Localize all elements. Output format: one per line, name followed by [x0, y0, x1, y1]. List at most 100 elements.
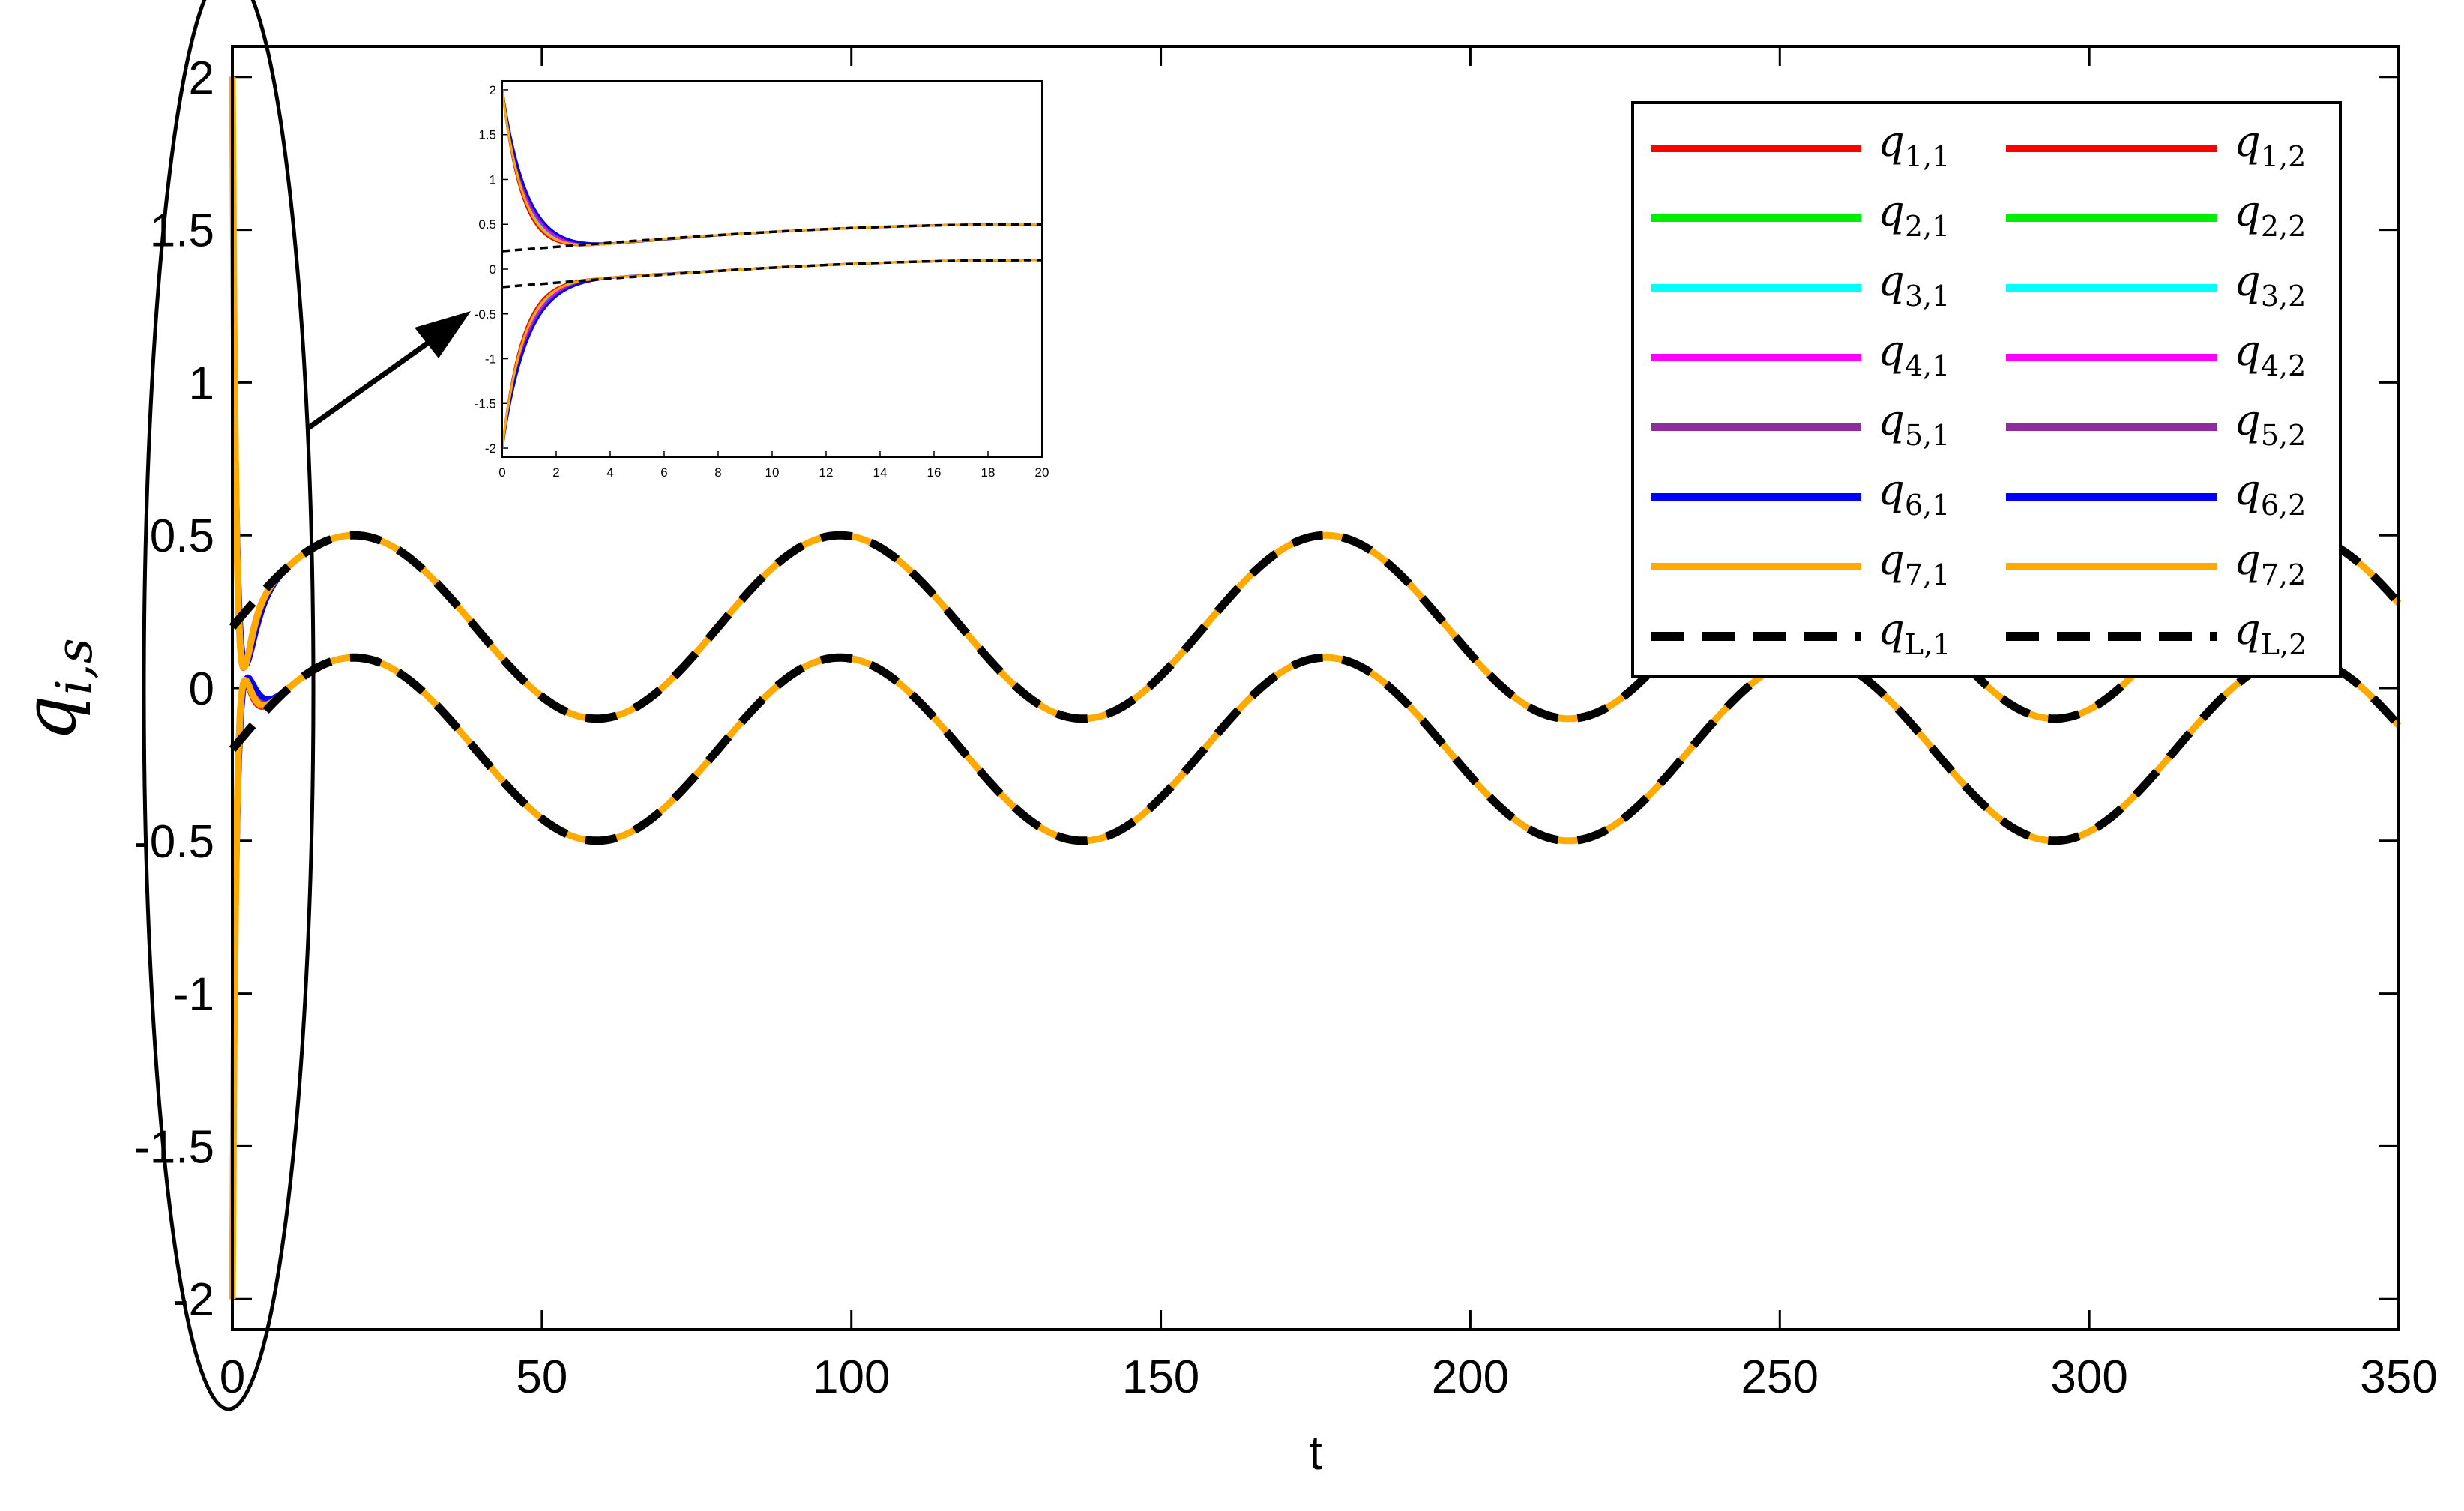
legend-label-sub: 1,1: [1905, 140, 1950, 173]
inset-x-tick-labels: 0 2 4 6 8 10 12 14 16 18 20: [498, 465, 1049, 480]
main-ticks: [231, 46, 2400, 1330]
inset-y-tick-labels: -2 -1.5 -1 -0.5 0 0.5 1 1.5 2: [475, 83, 496, 456]
legend-label-base: q: [1878, 536, 1905, 585]
y-tick-label: 1.5: [150, 205, 214, 257]
inset-y-tick-label: -1.5: [475, 396, 496, 411]
legend-label-base: q: [2234, 606, 2261, 654]
inset-x-tick-label: 20: [1035, 465, 1049, 480]
legend-label-base: q: [1878, 606, 1905, 654]
legend-label-sub: 4,1: [1905, 349, 1950, 382]
legend-label-base: q: [2234, 257, 2261, 306]
legend-label: q6,1: [1878, 466, 1950, 522]
inset-y-tick-label: -0.5: [475, 307, 496, 322]
legend: q1,1 q1,2q2,1 q2,2q3,1 q3,2q4,1 q4,2q5,1 q5,2…: [1631, 101, 2342, 678]
inset-y-tick-label: 0.5: [478, 217, 496, 232]
y-tick-label: 1: [189, 358, 214, 409]
inset-series-q-L-1: [501, 223, 1042, 253]
y-axis-label-sub: i,s: [46, 638, 103, 695]
inset-y-tick-label: 2: [490, 83, 496, 97]
inset-frame: [501, 80, 1043, 458]
legend-label-base: q: [2234, 536, 2261, 585]
y-tick-label: 0: [189, 663, 214, 715]
legend-label-base: q: [1878, 118, 1905, 166]
svg-text:qi,s: qi,s: [8, 638, 103, 741]
series-q-L-1: [229, 531, 2403, 723]
legend-label-sub: 4,2: [2261, 349, 2306, 382]
x-tick-labels: 0 50 100 150 200 250 300 350: [220, 1351, 2438, 1403]
inset-x-tick-label: 14: [873, 465, 888, 480]
inset-series-lines: [501, 89, 1042, 449]
x-tick-label: 100: [813, 1351, 890, 1403]
legend-label-base: q: [1878, 396, 1905, 445]
x-tick-label: 350: [2360, 1351, 2437, 1403]
legend-label-base: q: [2234, 118, 2261, 166]
legend-label-sub: 3,2: [2261, 280, 2306, 313]
legend-label-sub: 1,2: [2261, 140, 2306, 173]
y-tick-label: 0.5: [150, 510, 214, 562]
legend-label-sub: L,1: [1905, 628, 1951, 661]
inset-x-tick-label: 2: [552, 465, 559, 480]
legend-label: q5,2: [2234, 396, 2306, 452]
inset-x-tick-label: 16: [927, 465, 942, 480]
legend-label: q6,2: [2234, 466, 2306, 522]
legend-label-sub: L,2: [2261, 628, 2307, 661]
inset-x-tick-label: 12: [819, 465, 834, 480]
legend-label-base: q: [2234, 187, 2261, 236]
x-tick-label: 150: [1122, 1351, 1199, 1403]
legend-label: q1,2: [2234, 118, 2306, 173]
inset-plot: 0 2 4 6 8 10 12 14 16 18 20 -2 -1.5 -1 -0.5 0 0.5 1 1.5 2: [475, 75, 1049, 480]
legend-label-sub: 3,1: [1905, 280, 1950, 313]
y-axis-label: qi,s: [8, 638, 103, 741]
legend-label-sub: 2,1: [1905, 210, 1950, 243]
legend-label-base: q: [2234, 466, 2261, 515]
legend-label-sub: 7,1: [1905, 558, 1950, 591]
x-tick-label: 200: [1432, 1351, 1509, 1403]
legend-label: q4,2: [2234, 327, 2306, 382]
legend-label: q5,1: [1878, 396, 1950, 452]
series-lines: [229, 76, 2403, 1300]
legend-box: [1631, 101, 2342, 678]
inset-plot-area: [501, 80, 1043, 458]
inset-x-tick-label: 18: [981, 465, 995, 480]
zoom-arrow-shaft: [305, 341, 430, 431]
inset-x-tick-label: 0: [498, 465, 505, 480]
zoom-region-ellipse: [142, 0, 316, 1411]
x-tick-label: 250: [1741, 1351, 1819, 1403]
inset-y-tick-label: 1: [490, 172, 496, 187]
y-tick-label: -1.5: [134, 1121, 214, 1173]
inset-y-tick-label: -2: [485, 441, 496, 456]
legend-label-sub: 2,2: [2261, 210, 2306, 243]
legend-label-base: q: [2234, 327, 2261, 376]
inset-x-tick-label: 6: [660, 465, 667, 480]
legend-label-sub: 6,1: [1905, 489, 1950, 522]
legend-label-sub: 5,1: [1905, 419, 1950, 452]
x-tick-label: 0: [220, 1351, 245, 1403]
y-tick-label: -1: [173, 969, 214, 1021]
legend-label: qL,2: [2234, 606, 2307, 661]
legend-label-sub: 5,2: [2261, 419, 2306, 452]
legend-label-base: q: [1878, 327, 1905, 376]
x-tick-label: 50: [516, 1351, 567, 1403]
legend-label-sub: 6,2: [2261, 489, 2306, 522]
y-tick-labels: -2-1.5-1-0.500.511.52: [134, 52, 214, 1326]
legend-label: q3,2: [2234, 257, 2306, 313]
legend-label: qL,1: [1878, 606, 1951, 661]
x-tick-label: 300: [2050, 1351, 2127, 1403]
legend-label-base: q: [1878, 466, 1905, 515]
inset-y-tick-label: 0: [490, 262, 496, 277]
legend-label: q7,2: [2234, 536, 2306, 591]
inset-x-tick-label: 10: [765, 465, 780, 480]
y-tick-label: 2: [189, 52, 214, 104]
zoom-arrow-head: [415, 311, 471, 358]
inset-x-tick-label: 8: [714, 465, 721, 480]
x-axis-label: t: [1309, 1426, 1322, 1480]
legend-label-base: q: [2234, 396, 2261, 445]
legend-label: q7,1: [1878, 536, 1950, 591]
legend-label-base: q: [1878, 257, 1905, 306]
legend-label: q2,1: [1878, 187, 1950, 243]
legend-entries: q1,1 q1,2q2,1 q2,2q3,1 q3,2q4,1 q4,2q5,1 q5,2…: [1651, 118, 2307, 661]
inset-series-q-L-2: [501, 259, 1042, 289]
y-axis-label-base: q: [8, 695, 92, 741]
legend-label-sub: 7,2: [2261, 558, 2306, 591]
